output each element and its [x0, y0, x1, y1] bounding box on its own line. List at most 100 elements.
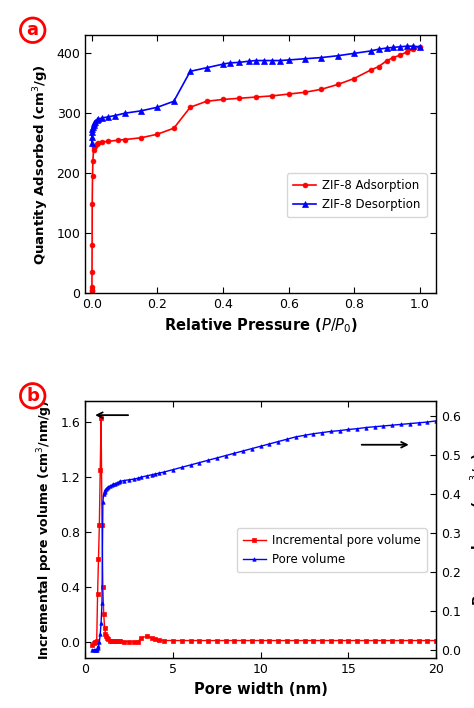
ZIF-8 Desorption	[404, 42, 410, 50]
ZIF-8 Adsorption	[138, 134, 144, 142]
ZIF-8 Desorption	[138, 107, 144, 115]
ZIF-8 Adsorption	[302, 88, 308, 96]
ZIF-8 Desorption	[220, 60, 226, 69]
ZIF-8 Adsorption	[351, 74, 357, 83]
ZIF-8 Adsorption	[376, 62, 382, 71]
Pore volume	[90, 646, 95, 654]
ZIF-8 Desorption	[376, 45, 382, 53]
Y-axis label: Pore volume (cm$^3$/g): Pore volume (cm$^3$/g)	[469, 453, 474, 607]
ZIF-8 Adsorption	[89, 268, 95, 276]
Pore volume	[110, 480, 116, 489]
ZIF-8 Adsorption	[105, 137, 111, 146]
ZIF-8 Desorption	[105, 113, 111, 121]
ZIF-8 Adsorption	[384, 57, 390, 65]
Incremental pore volume	[319, 636, 325, 645]
ZIF-8 Adsorption	[368, 66, 374, 74]
Text: b: b	[26, 387, 39, 405]
Incremental pore volume	[95, 590, 100, 598]
Y-axis label: Incremental pore volume (cm$^3$/nm/g): Incremental pore volume (cm$^3$/nm/g)	[35, 399, 55, 660]
ZIF-8 Desorption	[89, 138, 95, 147]
ZIF-8 Adsorption	[335, 80, 341, 88]
ZIF-8 Desorption	[253, 57, 259, 65]
Text: a: a	[27, 21, 39, 39]
Line: ZIF-8 Adsorption: ZIF-8 Adsorption	[90, 45, 422, 294]
ZIF-8 Desorption	[89, 128, 95, 137]
Line: ZIF-8 Desorption: ZIF-8 Desorption	[89, 43, 422, 145]
ZIF-8 Adsorption	[91, 143, 97, 152]
ZIF-8 Desorption	[368, 47, 374, 55]
ZIF-8 Adsorption	[89, 241, 95, 249]
ZIF-8 Adsorption	[253, 93, 259, 101]
ZIF-8 Adsorption	[99, 138, 105, 147]
ZIF-8 Desorption	[237, 58, 242, 67]
ZIF-8 Adsorption	[404, 48, 410, 57]
Incremental pore volume	[398, 636, 404, 645]
ZIF-8 Desorption	[335, 52, 341, 60]
ZIF-8 Desorption	[417, 42, 422, 51]
Line: Pore volume: Pore volume	[91, 419, 438, 651]
ZIF-8 Adsorption	[237, 94, 242, 103]
Pore volume	[135, 474, 141, 482]
ZIF-8 Desorption	[94, 116, 100, 125]
X-axis label: Pore width (nm): Pore width (nm)	[194, 682, 328, 697]
ZIF-8 Desorption	[99, 114, 105, 122]
ZIF-8 Adsorption	[89, 282, 95, 291]
ZIF-8 Desorption	[91, 119, 97, 127]
ZIF-8 Desorption	[302, 55, 308, 63]
ZIF-8 Desorption	[96, 115, 101, 123]
ZIF-8 Desorption	[227, 59, 232, 67]
Pore volume	[390, 421, 395, 430]
ZIF-8 Desorption	[122, 109, 128, 118]
ZIF-8 Desorption	[204, 64, 210, 72]
ZIF-8 Desorption	[277, 57, 283, 65]
ZIF-8 Adsorption	[92, 142, 98, 150]
Incremental pore volume	[98, 413, 104, 422]
ZIF-8 Desorption	[90, 122, 96, 131]
Pore volume	[433, 416, 439, 425]
ZIF-8 Adsorption	[155, 130, 160, 139]
ZIF-8 Desorption	[187, 67, 193, 76]
Pore volume	[104, 484, 110, 492]
ZIF-8 Adsorption	[94, 139, 100, 148]
Legend: Incremental pore volume, Pore volume: Incremental pore volume, Pore volume	[237, 528, 427, 572]
Pore volume	[99, 599, 105, 607]
ZIF-8 Desorption	[286, 56, 292, 64]
ZIF-8 Adsorption	[286, 90, 292, 98]
ZIF-8 Adsorption	[417, 42, 422, 51]
ZIF-8 Desorption	[384, 44, 390, 52]
ZIF-8 Desorption	[246, 57, 252, 65]
ZIF-8 Adsorption	[269, 91, 275, 100]
X-axis label: Relative Pressure ($\mathit{P/P_0}$): Relative Pressure ($\mathit{P/P_0}$)	[164, 316, 358, 335]
ZIF-8 Adsorption	[115, 136, 121, 144]
ZIF-8 Desorption	[112, 111, 118, 120]
ZIF-8 Adsorption	[410, 45, 416, 53]
ZIF-8 Adsorption	[391, 53, 396, 62]
Pore volume	[310, 430, 316, 438]
ZIF-8 Adsorption	[90, 172, 95, 181]
ZIF-8 Adsorption	[204, 97, 210, 105]
Incremental pore volume	[90, 641, 95, 649]
ZIF-8 Desorption	[351, 49, 357, 57]
ZIF-8 Adsorption	[220, 95, 226, 103]
ZIF-8 Desorption	[90, 125, 95, 134]
Incremental pore volume	[112, 637, 118, 646]
ZIF-8 Desorption	[91, 120, 96, 129]
ZIF-8 Adsorption	[91, 146, 96, 154]
Incremental pore volume	[433, 636, 439, 645]
Legend: ZIF-8 Adsorption, ZIF-8 Desorption: ZIF-8 Adsorption, ZIF-8 Desorption	[287, 173, 427, 217]
ZIF-8 Adsorption	[89, 285, 95, 294]
Line: Incremental pore volume: Incremental pore volume	[91, 416, 438, 646]
ZIF-8 Desorption	[391, 43, 396, 52]
ZIF-8 Adsorption	[122, 135, 128, 144]
ZIF-8 Adsorption	[96, 139, 101, 147]
ZIF-8 Desorption	[92, 118, 98, 127]
ZIF-8 Desorption	[319, 53, 324, 62]
ZIF-8 Desorption	[410, 42, 416, 50]
ZIF-8 Adsorption	[319, 85, 324, 93]
ZIF-8 Desorption	[89, 133, 95, 142]
ZIF-8 Adsorption	[90, 200, 95, 208]
ZIF-8 Desorption	[269, 57, 275, 65]
ZIF-8 Desorption	[261, 57, 267, 65]
Incremental pore volume	[105, 635, 111, 644]
ZIF-8 Desorption	[171, 97, 177, 105]
